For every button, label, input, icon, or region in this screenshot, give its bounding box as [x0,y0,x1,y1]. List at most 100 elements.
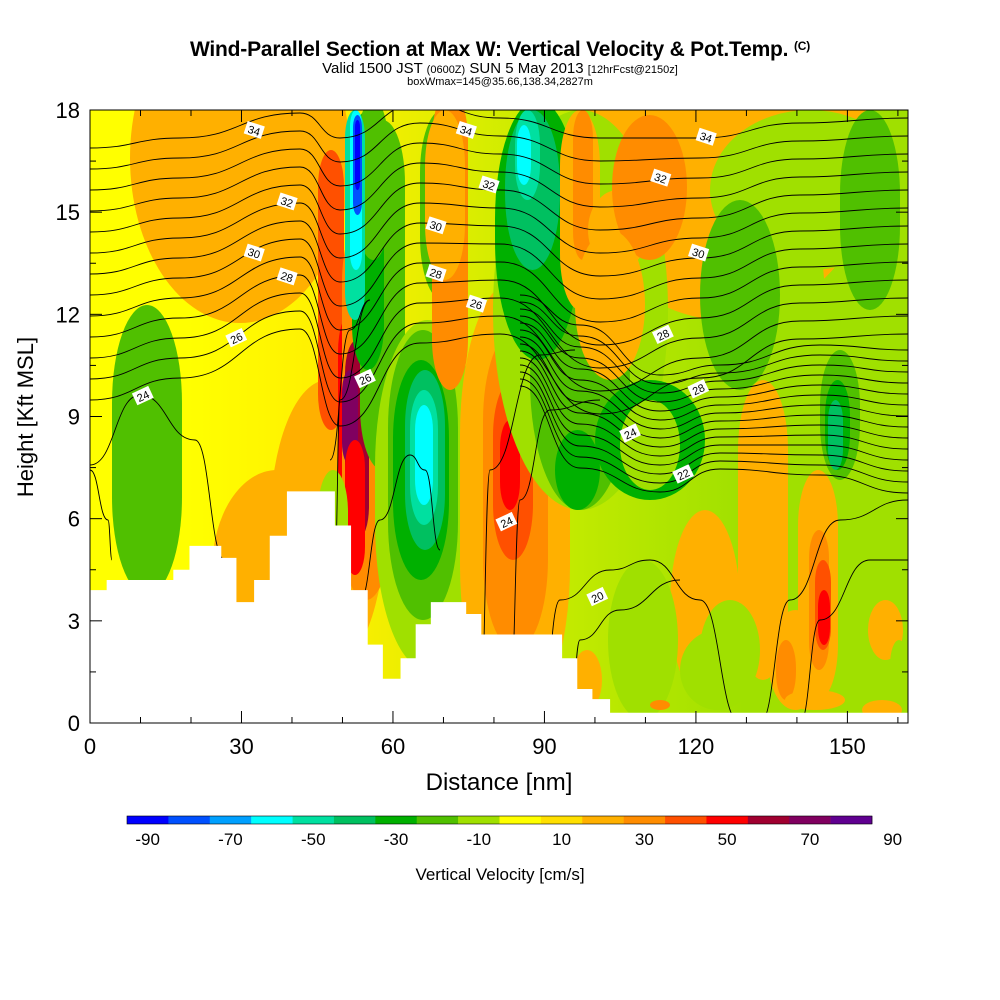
isentrope-line [90,256,908,331]
colorbar-swatch [830,816,873,824]
x-tick-label: 120 [678,734,715,759]
colorbar-swatch [540,816,583,824]
velocity-region [776,640,796,700]
velocity-region [130,110,350,323]
contour-label-text: 34 [246,124,261,139]
isentrope-line [329,299,371,561]
contour-label: 32 [276,192,298,211]
contour-label: 30 [688,243,710,262]
contour-label-box [465,294,488,313]
y-tick-label: 12 [56,302,80,327]
contour-label: 34 [695,127,717,146]
isentrope-line [519,364,908,466]
colorbar-swatch [458,816,500,824]
x-tick-label: 30 [229,734,253,759]
colorbar-swatch [209,816,252,824]
y-axis-label: Height [Kft MSL] [13,337,38,497]
contour-label-text: 28 [655,328,671,344]
contour-label: 24 [131,385,154,406]
colorbar-tick-label: 70 [800,830,819,849]
colorbar-swatch [665,816,707,824]
contour-label-text: 28 [279,270,294,285]
contour-label-text: 30 [246,246,261,261]
velocity-region [785,690,845,710]
colorbar-tick-label: 10 [552,830,571,849]
velocity-region [355,120,360,190]
contour-label-box [425,264,447,282]
velocity-region [612,115,687,260]
isentrope-line [90,162,908,212]
contour-label-text: 26 [229,331,245,347]
contour-label: 34 [243,120,265,139]
velocity-region [573,110,593,260]
isentrope-line [90,292,908,379]
x-tick-label: 0 [84,734,96,759]
isentrope-line [90,142,908,191]
subtitle-zulu: (0600Z) [426,64,466,76]
isentrope-line [519,301,908,385]
contour-label-text: 26 [468,297,483,312]
isentrope-line [799,559,908,723]
contour-label-box [425,216,447,235]
contour-label-text: 20 [590,590,606,606]
colorbar-swatch [416,816,459,824]
contour-label: 28 [687,379,710,399]
contour-label: 26 [225,328,248,348]
contour-label: 26 [465,294,488,313]
subtitle-forecast: [12hrFcst@2150z] [587,64,678,76]
contour-label-box [651,324,674,345]
contour-label-text: 32 [279,195,294,210]
contour-label-box [455,120,477,139]
colorbar: -90 -70 -50 -30 -10 10 30 50 70 90 [126,815,902,849]
isentrope-line [519,308,908,394]
contour-label-text: 22 [676,467,692,483]
contour-label-text: 28 [691,382,707,398]
y-tick-label: 9 [68,405,80,430]
isentrope-line [519,336,908,430]
contour-label-box [687,379,710,399]
y-tick-label: 3 [68,609,80,634]
contour-label: 24 [619,423,641,443]
contour-label-box [619,423,641,443]
colorbar-tick-label: -50 [301,830,326,849]
contour-label: 26 [354,368,376,389]
contour-label: 30 [243,243,265,262]
velocity-region [608,560,678,720]
colorbar-swatch [706,816,749,824]
isentrope-line [90,469,113,561]
velocity-region [828,400,843,470]
isentrope-line [519,343,908,439]
contour-label-text: 32 [481,178,496,193]
contour-label-text: 28 [428,267,443,282]
colorbar-swatch [789,816,831,824]
y-tick-label: 18 [56,98,80,123]
velocity-region [425,110,465,280]
colorbar-swatch [499,816,542,824]
colorbar-swatch [292,816,335,824]
velocity-region [358,110,388,260]
colorbar-tick-label: -70 [218,830,243,849]
contour-label: 22 [672,464,694,484]
contour-label: 24 [495,511,518,532]
velocity-region [112,305,182,595]
isentrope-line [90,182,908,235]
x-tick-label: 90 [532,734,556,759]
contour-label: 28 [276,267,298,285]
contour-label: 28 [651,324,674,345]
velocity-region [700,200,780,390]
isentrope-line [519,385,908,494]
contour-label-box [276,192,298,211]
contour-label-box [243,120,265,139]
contour-label: 32 [650,168,672,187]
colorbar-swatch [168,816,211,824]
x-axis-label: Distance [nm] [426,769,573,796]
contour-label: 30 [425,216,447,235]
title-text: Wind-Parallel Section at Max W: Vertical… [189,38,789,61]
isentrope-line [519,322,908,412]
velocity-region [517,125,531,185]
contour-label: 34 [455,120,477,139]
contour-label-box [650,168,672,187]
colorbar-swatch [623,816,666,824]
contour-label-box [131,385,154,406]
colorbar-tick-label: -90 [135,830,160,849]
